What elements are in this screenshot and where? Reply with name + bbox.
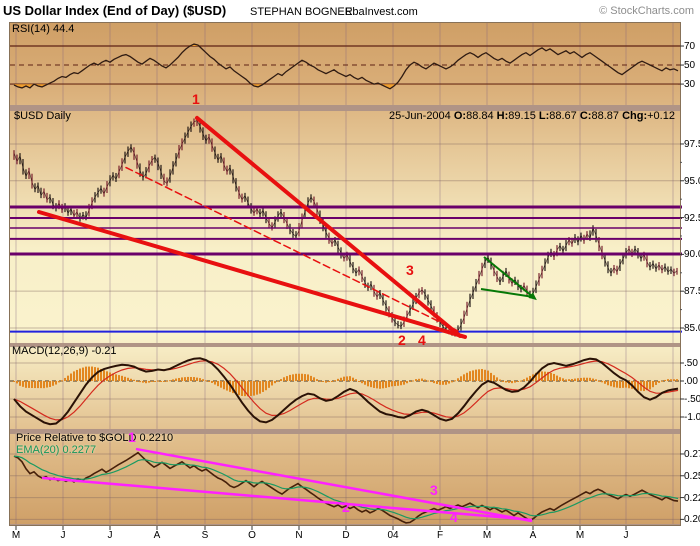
stockcharts-copyright: © StockCharts.com [599,5,694,17]
x-axis-month-label: J [60,530,66,541]
y-axis-label-macd: -.50 [684,394,700,405]
x-axis-month-label: M [482,530,492,541]
wave-label-pr: 3 [430,482,438,498]
x-axis-month-label: S [201,530,209,541]
x-axis-month-label: J [107,530,113,541]
y-axis-label-rsi: 50 [684,60,696,72]
ohlc-value: 88.67 [549,110,580,122]
y-axis-label-price: 85.0 [684,322,700,334]
wave-label-price: 1 [192,91,200,107]
wave-label-price: 3 [406,262,414,278]
ohlc-value: 88.84 [466,110,497,122]
y-axis-label-pr: 0.225 [684,492,700,504]
ohlc-key: L: [538,110,550,122]
wave-label-price: 2 [398,332,406,348]
x-axis-month-label: J [623,530,629,541]
macd-indicator-label: MACD(12,26,9) -0.21 [12,345,117,357]
y-axis-label-pr: 0.250 [684,470,700,482]
x-axis-month-label: 04 [387,530,399,541]
price-relative-label: Price Relative to $GOLD 0.2210 [16,432,174,444]
ohlc-key: Chg: [622,110,648,122]
y-axis-label-price: 92.5 [684,212,700,224]
x-axis-month-label: O [248,530,256,541]
x-axis-month-label: A [529,530,537,541]
y-axis-label-price: 87.5 [684,286,700,298]
y-axis-label-pr: 0.275 [684,448,700,460]
y-axis-label-price: 90.0 [684,249,700,261]
wave-label-pr: 2 [342,499,350,515]
y-axis-label-pr: 0.200 [684,514,700,526]
site-credit: EbaInvest.com [345,6,418,18]
wave-label-price: 4 [418,332,426,348]
y-axis-label-price: 97.5 [684,138,700,150]
ema-label: EMA(20) 0.2277 [16,444,97,456]
x-axis-month-label: M [575,530,585,541]
ohlc-value: 25-Jun-2004 [389,110,454,122]
x-axis-month-label: D [342,530,350,541]
x-axis-month-label: N [295,530,303,541]
rsi-indicator-label: RSI(14) 44.4 [12,23,75,35]
x-axis-month-label: F [436,530,444,541]
y-axis-label-macd: .00 [684,375,698,387]
chart-title: US Dollar Index (End of Day) ($USD) [3,3,227,18]
ohlc-readout: 25-Jun-2004 O:88.84 H:89.15 L:88.67 C:88… [389,110,678,122]
y-axis-label-macd: -1.0 [684,412,700,423]
ohlc-value: 89.15 [508,110,539,122]
wave-label-pr: 4 [450,509,458,525]
y-axis-label-rsi: 30 [684,79,696,91]
ohlc-key: O: [453,110,467,122]
symbol-label: $USD Daily [14,110,71,122]
y-axis-label-rsi: 70 [684,41,696,53]
wave-label-pr: 1 [128,429,136,445]
analyst-credit: STEPHAN BOGNER [250,6,353,18]
ohlc-value: 88.87 [591,110,623,122]
y-axis-label-macd: .50 [684,357,698,369]
x-axis-month-label: M [11,530,21,541]
ohlc-key: C: [579,110,592,122]
ohlc-value: +0.12 [647,110,678,122]
y-axis-label-price: 95.0 [684,175,700,187]
x-axis-month-label: A [153,530,161,541]
ohlc-key: H: [496,110,509,122]
